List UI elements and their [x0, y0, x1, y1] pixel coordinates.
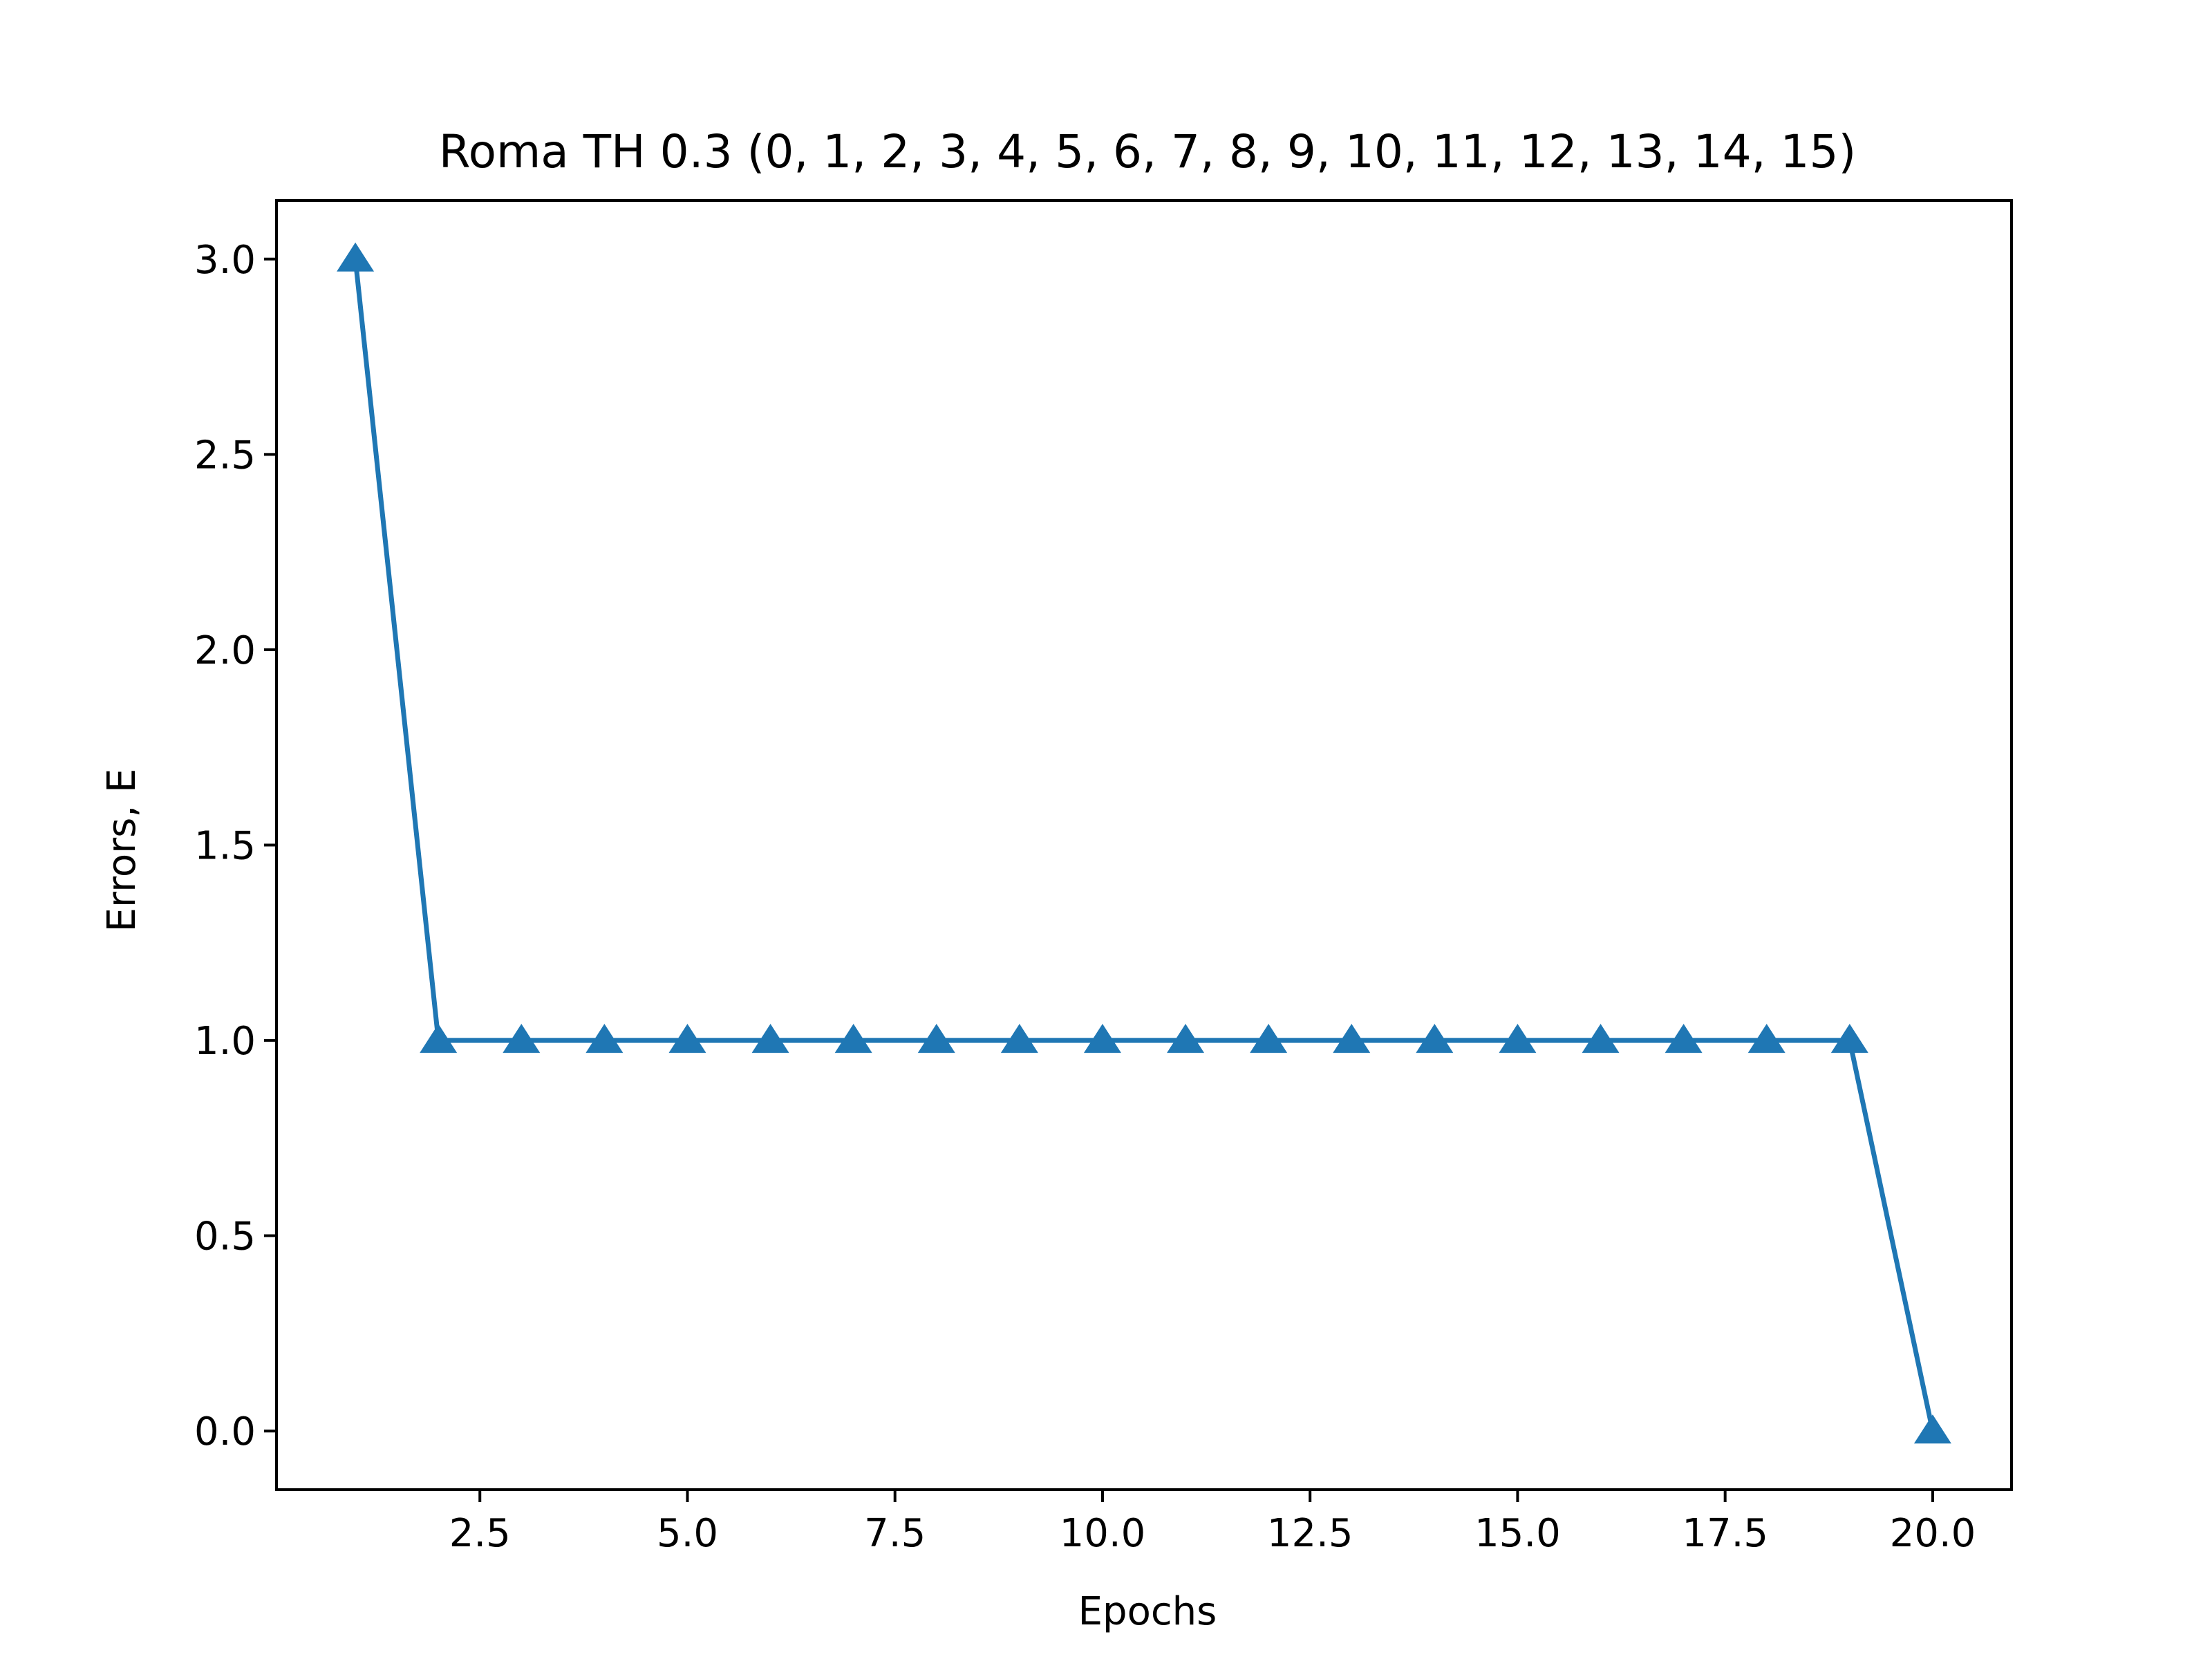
y-axis-label: Errors, E — [100, 769, 144, 932]
plot-area-frame — [275, 199, 2013, 1491]
x-tick-label: 15.0 — [1474, 1511, 1561, 1556]
data-point-marker — [1250, 1024, 1288, 1053]
data-point-marker — [834, 1024, 872, 1053]
y-tick-label: 0.5 — [194, 1215, 256, 1259]
series-markers — [337, 242, 1951, 1444]
data-point-marker — [1416, 1024, 1454, 1053]
data-point-marker — [1167, 1024, 1205, 1053]
y-tick-label: 0.0 — [194, 1409, 256, 1454]
data-point-marker — [1582, 1024, 1620, 1053]
data-point-marker — [1083, 1024, 1121, 1053]
y-tick-label: 2.0 — [194, 628, 256, 673]
x-axis-label: Epochs — [1078, 1589, 1217, 1634]
y-tick-label: 2.5 — [194, 433, 256, 478]
y-tick-label: 1.5 — [194, 824, 256, 869]
y-tick-label: 1.0 — [194, 1019, 256, 1064]
data-point-marker — [1830, 1024, 1868, 1053]
data-point-marker — [917, 1024, 955, 1053]
data-point-marker — [1665, 1024, 1703, 1053]
series-line — [353, 259, 1936, 1432]
x-tick-label: 12.5 — [1267, 1511, 1353, 1556]
data-point-marker — [337, 242, 375, 272]
data-point-marker — [751, 1024, 789, 1053]
x-tick-label: 2.5 — [449, 1511, 511, 1556]
x-axis-ticks: 2.5 5.0 7.5 10.0 12.5 15.0 17.5 20.0 — [449, 1490, 1976, 1556]
data-point-marker — [420, 1024, 458, 1053]
x-tick-label: 10.0 — [1060, 1511, 1146, 1556]
x-tick-label: 5.0 — [657, 1511, 718, 1556]
data-point-marker — [1499, 1024, 1537, 1053]
x-tick-label: 7.5 — [864, 1511, 926, 1556]
data-point-marker — [503, 1024, 541, 1053]
chart-title: Roma TH 0.3 (0, 1, 2, 3, 4, 5, 6, 7, 8, … — [439, 125, 1857, 178]
y-tick-label: 3.0 — [194, 238, 256, 283]
data-point-marker — [1913, 1414, 1951, 1444]
data-point-marker — [668, 1024, 706, 1053]
data-point-marker — [585, 1024, 624, 1053]
x-tick-label: 17.5 — [1682, 1511, 1768, 1556]
data-point-marker — [1000, 1024, 1038, 1053]
x-tick-label: 20.0 — [1890, 1511, 1976, 1556]
data-point-marker — [1747, 1024, 1785, 1053]
y-axis-ticks: 0.0 0.5 1.0 1.5 2.0 2.5 3.0 — [194, 238, 276, 1454]
data-point-marker — [1333, 1024, 1371, 1053]
